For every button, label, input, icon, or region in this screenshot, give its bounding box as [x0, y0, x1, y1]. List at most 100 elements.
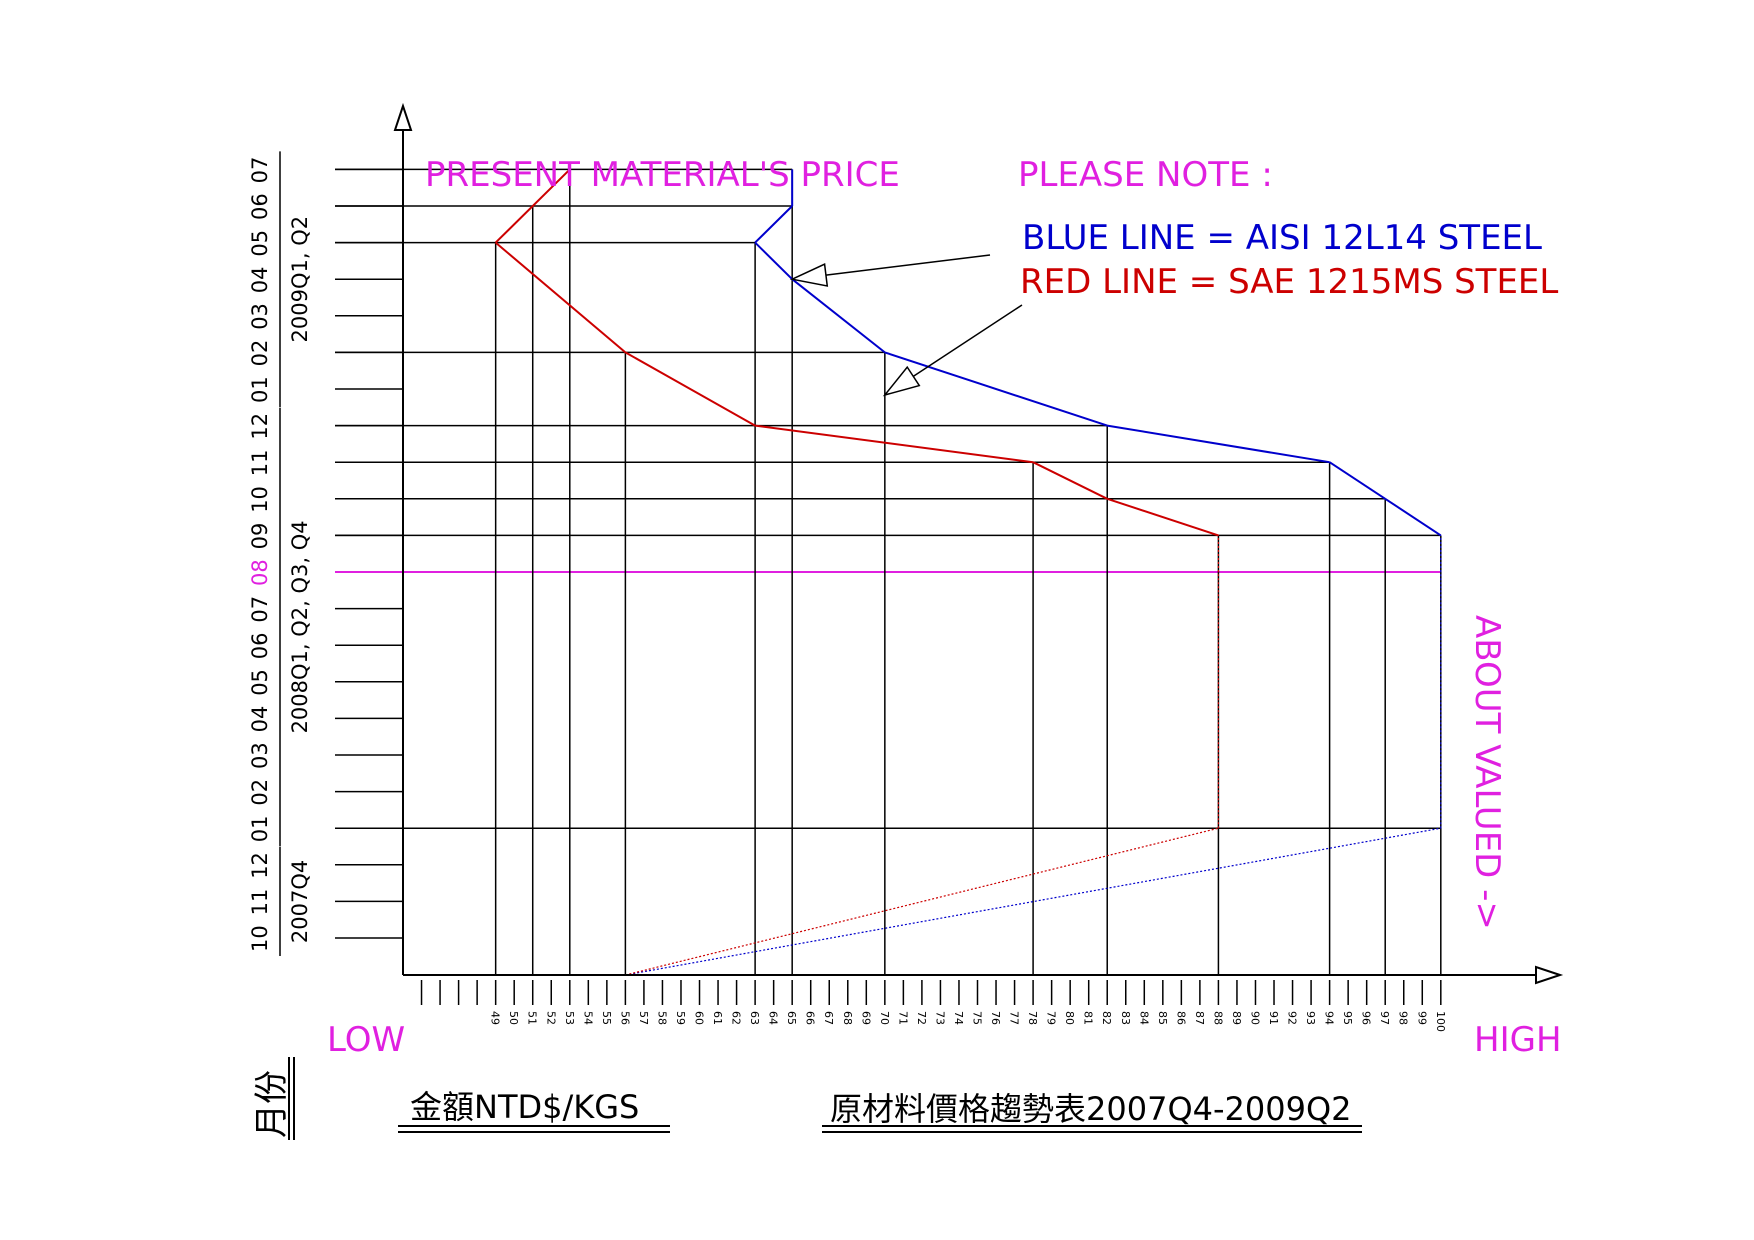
- red-series-segment-0: [625, 827, 1219, 976]
- red-series-segment-4: [1032, 461, 1108, 500]
- x-low-label: LOW: [327, 1020, 405, 1060]
- y-axis-label: 月份: [252, 1070, 292, 1138]
- x-tick-label-69: 69: [859, 1011, 872, 1025]
- x-tick-label-66: 66: [804, 1011, 817, 1025]
- month-group-label-1: 2008Q1, Q2, Q3, Q4: [288, 520, 312, 733]
- month-label-2008-12: 12: [248, 413, 272, 440]
- x-tick-label-65: 65: [785, 1011, 798, 1025]
- month-label-2008-11: 11: [248, 449, 272, 476]
- x-tick-label-62: 62: [730, 1011, 743, 1025]
- x-tick-label-100: 100: [1434, 1011, 1447, 1032]
- red-series-segment-8: [494, 168, 571, 244]
- note-title: PLEASE NOTE :: [1018, 155, 1273, 195]
- x-tick-label-76: 76: [989, 1011, 1002, 1025]
- x-tick-label-92: 92: [1286, 1011, 1299, 1025]
- pointer-arrow-line-0: [825, 254, 991, 276]
- red-series-segment-6: [624, 351, 756, 427]
- month-label-2008-01: 01: [248, 815, 272, 842]
- x-tick-label-54: 54: [581, 1011, 594, 1025]
- x-tick-label-59: 59: [674, 1011, 687, 1025]
- axis-layer: [393, 102, 1564, 1005]
- x-tick-label-88: 88: [1211, 1011, 1224, 1025]
- month-label-2008-02: 02: [248, 779, 272, 806]
- x-tick-label-67: 67: [822, 1011, 835, 1025]
- x-tick-label-85: 85: [1156, 1011, 1169, 1025]
- pointer-arrow-head-0: [789, 263, 829, 287]
- x-tick-label-80: 80: [1063, 1011, 1076, 1025]
- label-layer: 49 50 51 52 53 54 55 56 57 58 59 60 61 62 63 64 65 66 67 68…: [248, 151, 1447, 1032]
- x-tick-label-83: 83: [1119, 1011, 1132, 1025]
- month-label-2009-03: 03: [248, 303, 272, 330]
- red-series-segment-3: [1106, 497, 1219, 537]
- x-tick-label-57: 57: [637, 1011, 650, 1025]
- month-label-2009-02: 02: [248, 340, 272, 367]
- blue-series-segment-7: [791, 278, 886, 354]
- grid-layer: [335, 168, 1442, 975]
- x-high-label: HIGH: [1474, 1020, 1562, 1060]
- x-tick-label-97: 97: [1378, 1011, 1391, 1025]
- x-tick-label-72: 72: [915, 1011, 928, 1025]
- x-tick-label-63: 63: [748, 1011, 761, 1025]
- legend-blue: BLUE LINE = AISI 12L14 STEEL: [1022, 218, 1542, 258]
- month-label-2009-05: 05: [248, 230, 272, 257]
- x-tick-label-81: 81: [1082, 1011, 1095, 1025]
- x-axis-label: 金額NTD$/KGS: [410, 1088, 639, 1126]
- month-label-2008-09: 09: [248, 523, 272, 550]
- x-tick-label-55: 55: [600, 1011, 613, 1025]
- x-tick-label-73: 73: [933, 1011, 946, 1025]
- x-tick-label-86: 86: [1174, 1011, 1187, 1025]
- month-label-2008-03: 03: [248, 742, 272, 769]
- x-tick-label-98: 98: [1397, 1011, 1410, 1025]
- month-label-2009-06: 06: [248, 193, 272, 220]
- month-label-2007-11: 11: [248, 889, 272, 916]
- month-label-2009-04: 04: [248, 266, 272, 293]
- month-label-2008-07: 07: [248, 596, 272, 623]
- x-tick-label-75: 75: [971, 1011, 984, 1025]
- x-tick-label-89: 89: [1230, 1011, 1243, 1025]
- month-group-label-2: 2009Q1, Q2: [288, 216, 312, 343]
- x-tick-label-84: 84: [1137, 1011, 1150, 1025]
- x-axis-arrowhead: [1535, 965, 1564, 985]
- x-tick-label-99: 99: [1415, 1011, 1428, 1025]
- x-tick-label-94: 94: [1323, 1011, 1336, 1025]
- month-label-2008-10: 10: [248, 486, 272, 513]
- x-tick-label-91: 91: [1267, 1011, 1280, 1025]
- x-tick-label-71: 71: [896, 1011, 909, 1025]
- month-label-2008-08: 08: [248, 559, 272, 586]
- blue-series-segment-5: [1107, 424, 1330, 464]
- month-label-2007-12: 12: [248, 852, 272, 879]
- x-tick-label-58: 58: [655, 1011, 668, 1025]
- x-tick-label-95: 95: [1341, 1011, 1354, 1025]
- blue-series-segment-9: [754, 205, 793, 244]
- x-tick-label-82: 82: [1100, 1011, 1113, 1025]
- x-tick-label-78: 78: [1026, 1011, 1039, 1025]
- red-series-segment-7: [495, 241, 627, 354]
- blue-series-segment-8: [754, 241, 793, 280]
- x-tick-label-50: 50: [507, 1011, 520, 1025]
- month-label-2009-01: 01: [248, 376, 272, 403]
- x-tick-label-90: 90: [1248, 1011, 1261, 1025]
- month-label-2007-10: 10: [248, 925, 272, 952]
- month-label-2008-04: 04: [248, 706, 272, 733]
- y-axis-arrowhead: [393, 102, 413, 131]
- x-tick-label-56: 56: [618, 1011, 631, 1025]
- x-tick-label-51: 51: [526, 1011, 539, 1025]
- blue-series-segment-4: [1329, 461, 1386, 500]
- x-tick-label-53: 53: [563, 1011, 576, 1025]
- month-label-2008-06: 06: [248, 632, 272, 659]
- x-tick-label-96: 96: [1360, 1011, 1373, 1025]
- x-tick-label-70: 70: [878, 1011, 891, 1025]
- x-tick-label-68: 68: [841, 1011, 854, 1025]
- blue-series-segment-6: [884, 351, 1108, 427]
- month-label-2008-05: 05: [248, 669, 272, 696]
- x-tick-label-79: 79: [1045, 1011, 1058, 1025]
- month-label-2009-07: 07: [248, 157, 272, 184]
- x-tick-label-74: 74: [952, 1011, 965, 1025]
- pointer-arrow-line-1: [912, 304, 1023, 377]
- pointer-arrow-head-1: [882, 365, 921, 397]
- red-series-segment-5: [754, 424, 1034, 464]
- x-tick-label-93: 93: [1304, 1011, 1317, 1025]
- about-valued-note: ABOUT VALUED ->: [1467, 615, 1507, 930]
- blue-series-segment-3: [1384, 497, 1442, 537]
